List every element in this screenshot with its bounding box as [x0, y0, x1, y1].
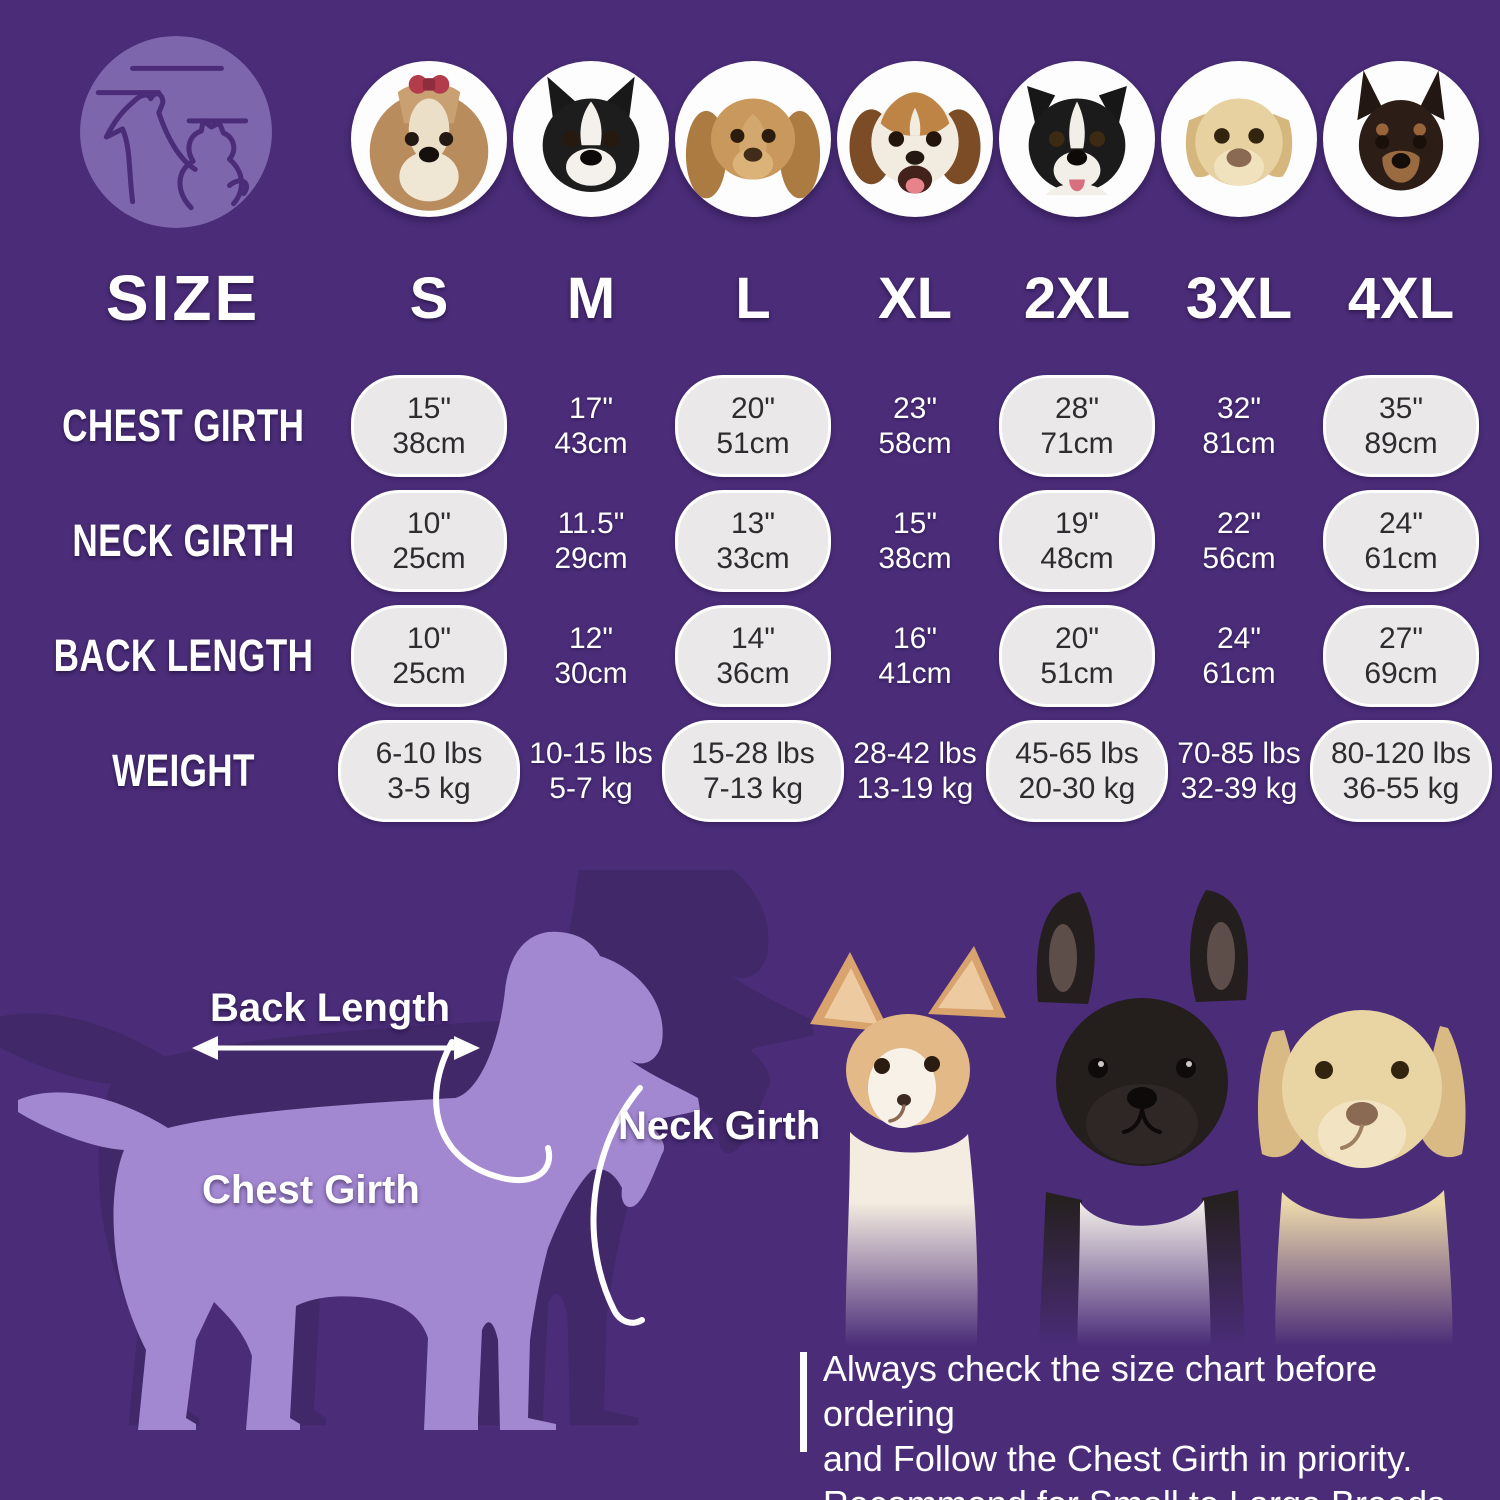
- table-cell: 70-85 lbs 32-39 kg: [1177, 736, 1301, 805]
- size-table-corner-label: SIZE: [105, 262, 261, 334]
- beagle-photo: [837, 61, 993, 217]
- row-label-back-length: BACK LENGTH: [53, 629, 313, 681]
- boston-terrier-photo: [513, 61, 669, 217]
- breed-photos-row: [348, 60, 1482, 218]
- table-cell: 10" 25cm: [351, 489, 507, 592]
- size-table: SIZE S M L XL 2XL 3XL 4XL CHEST GIRTH 15…: [18, 228, 1492, 828]
- dog-cat-logo-icon: [70, 28, 282, 240]
- size-column-header: 3XL: [1185, 265, 1293, 331]
- table-cell: 15" 38cm: [351, 374, 507, 477]
- table-cell: 45-65 lbs 20-30 kg: [986, 719, 1168, 822]
- table-cell: 12" 30cm: [554, 621, 628, 690]
- labrador-photo: [1161, 61, 1317, 217]
- table-cell: 24" 61cm: [1202, 621, 1276, 690]
- neck-girth-label: Neck Girth: [618, 1104, 821, 1148]
- note-line: Recommend for Small to Large Breeds.: [823, 1481, 1500, 1500]
- size-column-header: M: [566, 265, 616, 331]
- table-cell: 15-28 lbs 7-13 kg: [662, 719, 844, 822]
- note-line: and Follow the Chest Girth in priority.: [822, 1438, 1413, 1479]
- table-cell: 27" 69cm: [1323, 604, 1479, 707]
- size-column-header: L: [735, 265, 771, 331]
- table-cell: 13" 33cm: [675, 489, 831, 592]
- table-cell: 16" 41cm: [878, 621, 952, 690]
- table-cell: 20" 51cm: [999, 604, 1155, 707]
- note-block: Always check the size chart before order…: [800, 1346, 1500, 1500]
- table-cell: 10-15 lbs 5-7 kg: [529, 736, 653, 805]
- size-column-header: XL: [877, 265, 953, 331]
- cocker-spaniel-photo: [675, 61, 831, 217]
- back-length-label: Back Length: [209, 986, 451, 1030]
- doberman-photo: [1323, 61, 1479, 217]
- row-label-neck-girth: NECK GIRTH: [71, 514, 295, 566]
- dog-measurement-diagram: [0, 870, 815, 1430]
- table-cell: 6-10 lbs 3-5 kg: [338, 719, 520, 822]
- row-label-weight: WEIGHT: [111, 744, 255, 796]
- size-column-header: 4XL: [1347, 265, 1455, 331]
- size-column-header: S: [409, 265, 449, 331]
- table-cell: 19" 48cm: [999, 489, 1155, 592]
- featured-dogs-photo: [780, 890, 1500, 1362]
- table-cell: 11.5" 29cm: [554, 506, 628, 575]
- chest-girth-label: Chest Girth: [202, 1168, 420, 1212]
- table-cell: 35" 89cm: [1323, 374, 1479, 477]
- table-cell: 28" 71cm: [999, 374, 1155, 477]
- shih-tzu-photo: [351, 61, 507, 217]
- table-cell: 80-120 lbs 36-55 kg: [1310, 719, 1492, 822]
- row-label-chest-girth: CHEST GIRTH: [61, 399, 305, 451]
- note-line: Always check the size chart before order…: [822, 1348, 1378, 1434]
- table-cell: 23" 58cm: [878, 391, 952, 460]
- border-collie-photo: [999, 61, 1155, 217]
- table-cell: 28-42 lbs 13-19 kg: [853, 736, 977, 805]
- table-cell: 10" 25cm: [351, 604, 507, 707]
- note-accent-bar: [800, 1352, 807, 1452]
- table-cell: 14" 36cm: [675, 604, 831, 707]
- table-cell: 22" 56cm: [1202, 506, 1276, 575]
- table-cell: 32" 81cm: [1202, 391, 1276, 460]
- table-cell: 20" 51cm: [675, 374, 831, 477]
- note-text: Always check the size chart before order…: [823, 1346, 1500, 1500]
- table-cell: 24" 61cm: [1323, 489, 1479, 592]
- size-column-header: 2XL: [1023, 265, 1131, 331]
- table-cell: 15" 38cm: [878, 506, 952, 575]
- table-cell: 17" 43cm: [554, 391, 628, 460]
